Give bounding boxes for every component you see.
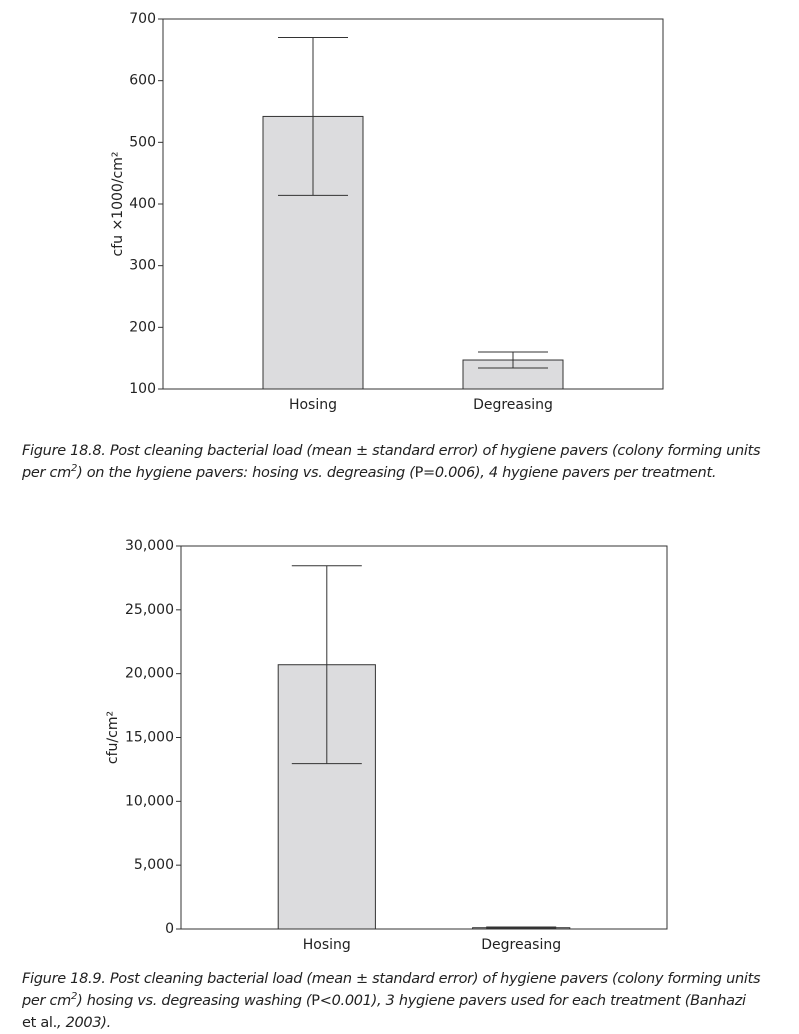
caption-text: ) hosing vs. degreasing washing ( bbox=[77, 993, 312, 1009]
caption-text: , 2003). bbox=[56, 1015, 111, 1031]
y-axis-label: cfu/cm² bbox=[105, 711, 121, 764]
x-tick-label: Degreasing bbox=[473, 397, 553, 413]
caption-text: Figure 18.8. Post cleaning bacterial loa… bbox=[22, 443, 761, 481]
y-tick-label: 400 bbox=[129, 196, 156, 212]
caption-sup: 2 bbox=[71, 991, 78, 1003]
y-axis-label: cfu ×1000/cm² bbox=[110, 152, 126, 257]
caption-text: P bbox=[311, 993, 320, 1009]
plot-frame bbox=[162, 18, 664, 390]
x-tick-label: Hosing bbox=[289, 397, 337, 413]
caption-text: P bbox=[414, 465, 424, 481]
caption: Figure 18.9. Post cleaning bacterial loa… bbox=[22, 968, 762, 1034]
y-tick-label: 5,000 bbox=[134, 857, 174, 873]
caption-text: ) on the hygiene pavers: hosing vs. degr… bbox=[77, 465, 415, 481]
y-tick-label: 15,000 bbox=[125, 730, 174, 746]
plot-frame bbox=[180, 545, 668, 930]
y-tick-label: 30,000 bbox=[125, 538, 174, 554]
y-tick-label: 100 bbox=[129, 381, 156, 397]
y-tick-label: 500 bbox=[129, 134, 156, 150]
caption-text: et al. bbox=[22, 1015, 57, 1031]
caption: Figure 18.8. Post cleaning bacterial loa… bbox=[22, 440, 762, 484]
y-tick-label: 10,000 bbox=[125, 793, 174, 809]
y-tick-label: 600 bbox=[129, 73, 156, 89]
caption-text: Figure 18.9. Post cleaning bacterial loa… bbox=[22, 971, 761, 1009]
y-tick-label: 200 bbox=[129, 319, 156, 335]
x-tick-label: Hosing bbox=[303, 937, 351, 953]
y-tick-label: 700 bbox=[129, 11, 156, 27]
y-tick-label: 0 bbox=[165, 921, 174, 937]
caption-sup: 2 bbox=[71, 463, 78, 475]
x-tick-label: Degreasing bbox=[481, 937, 561, 953]
y-tick-label: 20,000 bbox=[125, 666, 174, 682]
y-tick-label: 25,000 bbox=[125, 602, 174, 618]
y-tick-label: 300 bbox=[129, 258, 156, 274]
caption-text: =0.006), 4 hygiene pavers per treatment. bbox=[423, 465, 717, 481]
caption-text: <0.001), 3 hygiene pavers used for each … bbox=[319, 993, 746, 1009]
